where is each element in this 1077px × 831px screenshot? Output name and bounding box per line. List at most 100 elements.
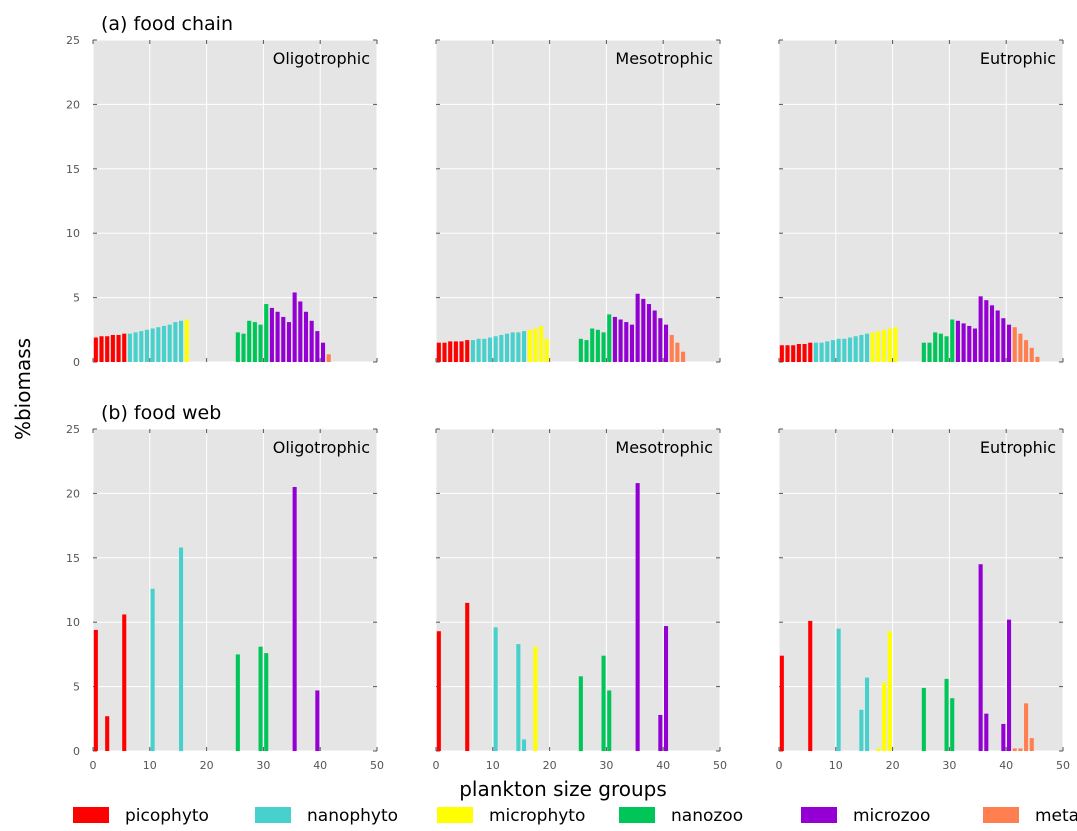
panel-3: Eutrophic [778, 39, 1064, 363]
y-tick-label: 20 [66, 98, 80, 111]
x-tick-label: 50 [713, 759, 727, 772]
legend-label: picophyto [125, 806, 209, 826]
bar-metazoo [1018, 748, 1023, 751]
bar-metazoo [1035, 356, 1040, 362]
legend-item-nanozoo: nanozoo [619, 806, 743, 826]
bar-nanophyto [476, 338, 481, 362]
bar-nanophyto [150, 328, 155, 362]
x-tick-label: 10 [143, 759, 157, 772]
bar-nanozoo [235, 654, 240, 751]
legend-swatch [73, 807, 109, 823]
bar-nanozoo [584, 340, 589, 362]
x-tick-label: 30 [942, 759, 956, 772]
legend-label: nanozoo [671, 806, 743, 826]
bar-microzoo [978, 296, 983, 362]
legend-label: metazoo [1035, 806, 1077, 826]
x-tick-label: 50 [370, 759, 384, 772]
bar-nanophyto [864, 677, 870, 751]
bar-microzoo [989, 305, 995, 362]
bar-picophyto [122, 333, 127, 362]
bar-microzoo [624, 322, 629, 362]
bar-nanophyto [173, 322, 178, 362]
bar-nanozoo [264, 304, 269, 362]
panel-background [436, 429, 720, 751]
bar-microphyto [882, 682, 887, 751]
bar-microzoo [663, 324, 669, 362]
bar-picophyto [436, 631, 441, 751]
y-tick-label: 20 [66, 487, 80, 500]
bar-microzoo [292, 486, 297, 751]
bar-microzoo [984, 713, 989, 751]
y-tick-label: 0 [73, 356, 80, 369]
bar-microzoo [663, 626, 669, 751]
bar-metazoo [1029, 738, 1034, 751]
bar-microzoo [972, 328, 978, 362]
y-tick-label: 0 [73, 745, 80, 758]
bar-nanophyto [127, 333, 132, 362]
bar-nanophyto [482, 338, 487, 362]
panel-background [93, 40, 377, 362]
bar-nanozoo [258, 646, 263, 751]
panel-title: Oligotrophic [273, 49, 370, 68]
bar-nanophyto [836, 338, 841, 362]
row-title: (b) food web [101, 402, 221, 424]
bar-microzoo [303, 311, 309, 362]
legend-swatch [801, 807, 837, 823]
bar-microzoo [658, 714, 663, 751]
bar-nanozoo [258, 324, 263, 362]
bar-picophyto [105, 716, 110, 751]
legend-swatch [619, 807, 655, 823]
x-tick-label: 0 [776, 759, 783, 772]
bar-metazoo [1024, 703, 1029, 751]
bar-nanozoo [921, 687, 926, 751]
bar-picophyto [791, 345, 796, 362]
bar-nanophyto [504, 333, 510, 362]
bar-nanozoo [578, 676, 583, 751]
bar-microphyto [876, 331, 881, 362]
bar-microzoo [967, 325, 972, 362]
bar-microzoo [269, 307, 274, 362]
bar-microzoo [1006, 619, 1012, 751]
panel-6: 0 10 20 30 40 50 Eutrophic [776, 428, 1070, 772]
legend: picophyto nanophyto microphyto nanozoo micro… [73, 806, 1077, 826]
bar-microzoo [961, 323, 966, 362]
bar-microphyto [184, 319, 189, 362]
bar-nanophyto [470, 340, 475, 362]
bar-nanozoo [933, 332, 938, 362]
bar-nanophyto [859, 709, 864, 751]
bar-nanozoo [607, 690, 612, 751]
bar-microphyto [527, 329, 532, 362]
x-tick-label: 30 [599, 759, 613, 772]
bar-microphyto [870, 332, 875, 362]
bar-nanophyto [830, 340, 836, 362]
bar-nanophyto [813, 342, 818, 362]
bar-picophyto [808, 342, 813, 362]
bar-nanophyto [847, 337, 853, 362]
bar-microzoo [652, 310, 657, 362]
bar-picophyto [785, 345, 790, 362]
y-tick-label: 25 [66, 423, 80, 436]
bar-microzoo [658, 318, 663, 362]
bar-microphyto [533, 328, 538, 362]
panels: 0 5 10 15 20 25 Oligotrophic (a) food chain Meso… [66, 13, 1070, 772]
bar-microzoo [995, 310, 1000, 362]
bar-microzoo [629, 324, 635, 362]
bar-nanophyto [178, 547, 184, 751]
y-tick-label: 10 [66, 616, 80, 629]
bar-nanophyto [864, 333, 870, 362]
bar-metazoo [1012, 327, 1017, 362]
bar-nanozoo [264, 653, 269, 751]
bar-metazoo [1029, 347, 1034, 362]
bar-metazoo [1024, 340, 1029, 362]
legend-item-metazoo: metazoo [983, 806, 1077, 826]
bar-picophyto [779, 345, 784, 362]
bar-microzoo [1001, 318, 1006, 362]
bar-nanozoo [601, 655, 606, 751]
bar-metazoo [681, 351, 686, 362]
bar-nanophyto [499, 334, 504, 362]
bar-nanophyto [825, 341, 830, 362]
bar-microzoo [315, 690, 320, 751]
bar-nanophyto [493, 627, 498, 751]
legend-item-nanophyto: nanophyto [255, 806, 398, 826]
panel-title: Eutrophic [980, 438, 1056, 457]
